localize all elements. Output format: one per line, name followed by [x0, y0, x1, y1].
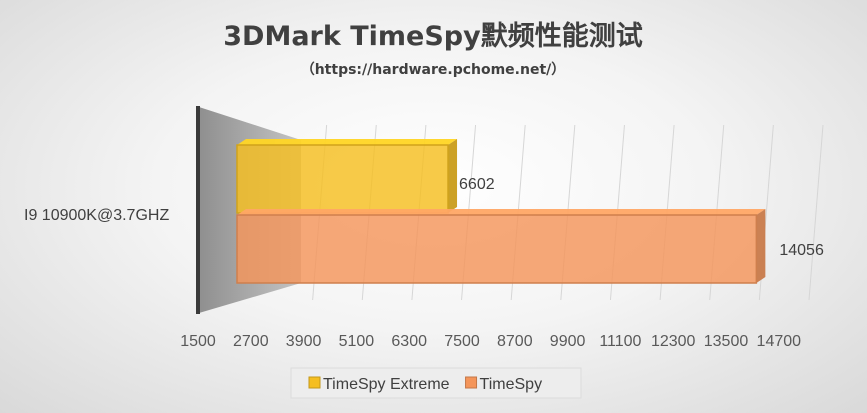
x-tick-label: 2700 [233, 333, 269, 350]
x-tick-label: 13500 [704, 333, 749, 350]
chart-title: 3DMark TimeSpy默频性能测试 [223, 20, 642, 52]
legend-box [290, 367, 582, 399]
data-label: 14056 [779, 242, 824, 259]
x-axis-ticks: 1500 2700 3900 5100 6300 7500 8700 9900 11100 123… [180, 333, 801, 350]
category-labels: I9 10900K@3.7GHZ [24, 207, 169, 224]
x-tick-label: 14700 [757, 333, 802, 350]
bar-top-face [237, 139, 458, 145]
x-tick-label: 11100 [599, 333, 641, 350]
category-label: I9 10900K@3.7GHZ [24, 207, 169, 224]
chart-subtitle: （https://hardware.pchome.net/） [301, 62, 566, 78]
legend: TimeSpy Extreme TimeSpy [290, 367, 582, 399]
x-tick-label: 1500 [180, 333, 216, 350]
bars [236, 139, 766, 284]
x-tick-label: 7500 [444, 333, 480, 350]
data-labels: 6602 14056 [459, 176, 824, 259]
x-tick-label: 8700 [497, 333, 533, 350]
x-tick-label: 12300 [651, 333, 696, 350]
gridline [808, 124, 824, 301]
legend-swatch [465, 376, 478, 389]
x-tick-label: 9900 [550, 333, 586, 350]
legend-label: TimeSpy Extreme [323, 376, 450, 393]
bar-timespy [236, 214, 758, 284]
x-tick-label: 3900 [286, 333, 322, 350]
data-label: 6602 [459, 176, 495, 193]
legend-label: TimeSpy [480, 376, 543, 393]
bar-side-face [448, 139, 458, 213]
bar-top-face [237, 209, 766, 215]
bar-side-face [756, 209, 766, 283]
x-tick-label: 6300 [391, 333, 427, 350]
bar-timespy-extreme [236, 144, 449, 214]
legend-swatch [308, 376, 321, 389]
x-tick-label: 5100 [339, 333, 375, 350]
